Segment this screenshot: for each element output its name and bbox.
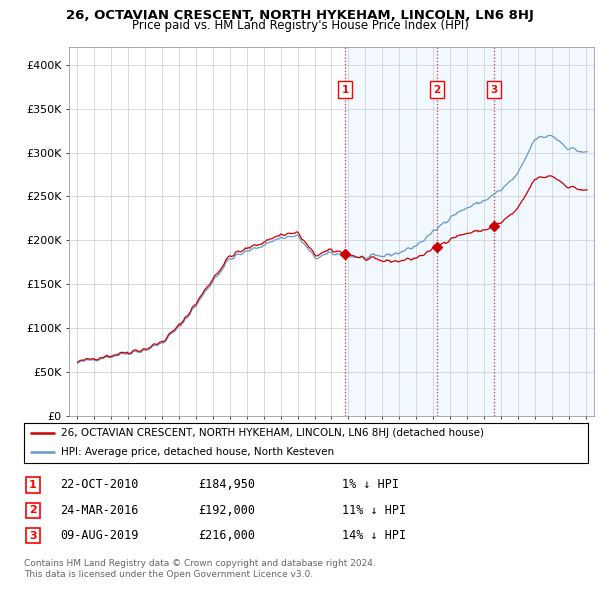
Text: Contains HM Land Registry data © Crown copyright and database right 2024.: Contains HM Land Registry data © Crown c… [24, 559, 376, 568]
Text: 26, OCTAVIAN CRESCENT, NORTH HYKEHAM, LINCOLN, LN6 8HJ: 26, OCTAVIAN CRESCENT, NORTH HYKEHAM, LI… [66, 9, 534, 22]
Text: 1% ↓ HPI: 1% ↓ HPI [342, 478, 399, 491]
Text: 2: 2 [29, 506, 37, 515]
Text: Price paid vs. HM Land Registry's House Price Index (HPI): Price paid vs. HM Land Registry's House … [131, 19, 469, 32]
Text: 14% ↓ HPI: 14% ↓ HPI [342, 529, 406, 542]
Text: 1: 1 [341, 84, 349, 94]
Text: £216,000: £216,000 [198, 529, 255, 542]
Text: £184,950: £184,950 [198, 478, 255, 491]
Text: 26, OCTAVIAN CRESCENT, NORTH HYKEHAM, LINCOLN, LN6 8HJ (detached house): 26, OCTAVIAN CRESCENT, NORTH HYKEHAM, LI… [61, 428, 484, 438]
Text: £192,000: £192,000 [198, 504, 255, 517]
Text: 3: 3 [29, 531, 37, 540]
Text: 22-OCT-2010: 22-OCT-2010 [60, 478, 139, 491]
Text: 24-MAR-2016: 24-MAR-2016 [60, 504, 139, 517]
Text: 11% ↓ HPI: 11% ↓ HPI [342, 504, 406, 517]
Bar [345, 47, 594, 416]
Text: 1: 1 [29, 480, 37, 490]
Text: HPI: Average price, detached house, North Kesteven: HPI: Average price, detached house, Nort… [61, 447, 334, 457]
Text: This data is licensed under the Open Government Licence v3.0.: This data is licensed under the Open Gov… [24, 571, 313, 579]
Text: 09-AUG-2019: 09-AUG-2019 [60, 529, 139, 542]
Text: 3: 3 [491, 84, 498, 94]
Text: 2: 2 [433, 84, 440, 94]
